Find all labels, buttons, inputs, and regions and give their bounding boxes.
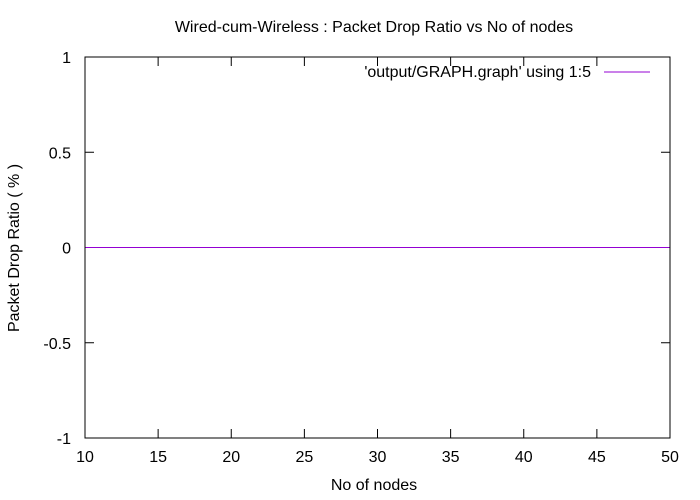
x-tick-label: 30 <box>369 449 387 466</box>
x-tick-label: 15 <box>149 449 167 466</box>
legend: 'output/GRAPH.graph' using 1:5 <box>364 64 650 81</box>
y-tick-label: -1 <box>57 431 71 448</box>
y-tick-label: -0.5 <box>43 336 71 353</box>
legend-label: 'output/GRAPH.graph' using 1:5 <box>364 64 591 81</box>
y-tick-label: 0 <box>62 241 71 258</box>
x-tick-label: 20 <box>222 449 240 466</box>
x-tick-label: 10 <box>76 449 94 466</box>
x-axis-label: No of nodes <box>331 477 417 494</box>
plot-area-border <box>84 56 671 439</box>
x-tick-label: 40 <box>515 449 533 466</box>
x-tick-label: 35 <box>442 449 460 466</box>
x-tick-label: 45 <box>588 449 606 466</box>
y-tick-label: 0.5 <box>49 145 71 162</box>
x-tick-label: 50 <box>661 449 679 466</box>
tick-group: 10 15 20 25 30 35 40 45 50 -1 -0.5 0 0.5 1 <box>43 50 679 466</box>
y-tick-label: 1 <box>62 50 71 67</box>
chart-title: Wired-cum-Wireless : Packet Drop Ratio v… <box>175 19 573 36</box>
y-axis-label: Packet Drop Ratio ( % ) <box>6 164 23 332</box>
x-tick-label: 25 <box>295 449 313 466</box>
